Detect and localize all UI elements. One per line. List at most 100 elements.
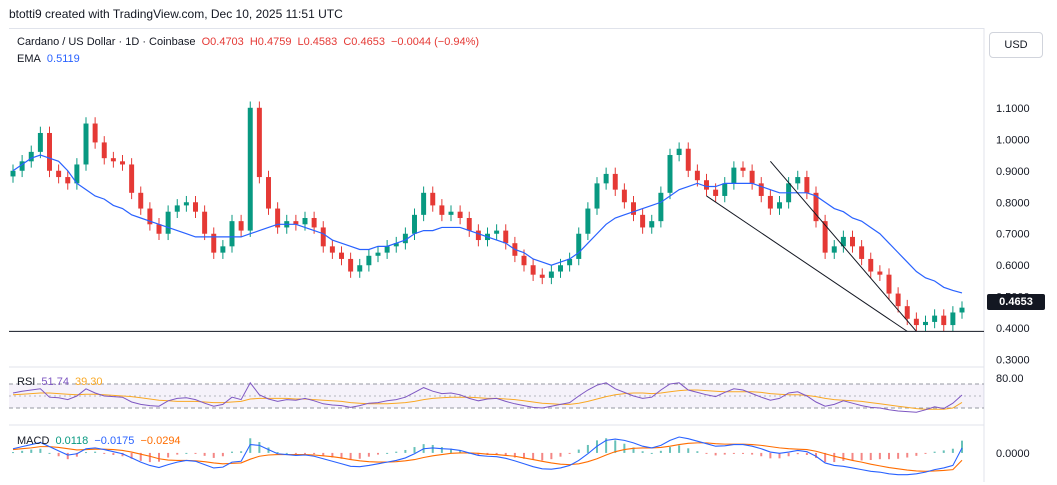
- macd-histogram-bar: [285, 452, 288, 454]
- chart-frame[interactable]: [9, 28, 984, 483]
- price-candle: [895, 293, 901, 307]
- macd-histogram-bar: [650, 452, 653, 454]
- macd-histogram-bar: [48, 452, 51, 454]
- macd-histogram-bar: [687, 448, 690, 453]
- macd-histogram-bar: [869, 452, 872, 461]
- macd-histogram-bar: [367, 452, 370, 457]
- price-candle: [804, 177, 810, 193]
- price-candle: [868, 258, 874, 272]
- macd-histogram-bar: [349, 452, 352, 460]
- rsi-axis-tick: 80.00: [996, 373, 1024, 385]
- price-candle: [266, 177, 271, 209]
- macd-legend: MACD 0.0118 −0.0175 −0.0294: [17, 435, 184, 447]
- ema-legend: EMA 0.5119: [17, 53, 83, 65]
- macd-histogram-bar: [158, 452, 160, 462]
- price-candle: [275, 208, 281, 228]
- macd-histogram-bar: [139, 452, 142, 461]
- macd-histogram-bar: [933, 451, 936, 453]
- macd-histogram-bar: [21, 450, 24, 453]
- macd-histogram-bar: [614, 440, 617, 453]
- macd-histogram-bar: [148, 452, 151, 463]
- macd-histogram-bar: [431, 444, 434, 453]
- macd-histogram-bar: [513, 452, 516, 458]
- macd-histogram-bar: [85, 452, 87, 454]
- price-candle: [211, 233, 217, 253]
- price-candle: [567, 258, 573, 266]
- macd-histogram-bar: [39, 448, 42, 453]
- price-candle: [658, 192, 664, 222]
- macd-histogram-bar: [176, 452, 179, 455]
- macd-histogram-bar: [815, 452, 817, 458]
- rsi-value: 51.74: [41, 376, 69, 388]
- price-axis-tick: 0.8000: [996, 197, 1030, 209]
- macd-histogram-bar: [541, 452, 544, 461]
- macd-histogram-bar: [240, 451, 243, 453]
- rsi-label: RSI: [17, 376, 36, 388]
- price-candle: [311, 218, 317, 228]
- price-candle: [19, 161, 25, 171]
- macd-histogram-bar: [623, 443, 626, 453]
- ema-label: EMA: [17, 53, 41, 65]
- price-candle: [110, 158, 116, 162]
- price-candle: [384, 246, 390, 253]
- price-candle: [366, 255, 372, 266]
- price-candle: [749, 170, 755, 184]
- macd-histogram-bar: [942, 450, 945, 453]
- price-candle: [795, 177, 801, 184]
- price-candle: [320, 227, 326, 247]
- price-candle: [229, 221, 235, 247]
- price-candle: [101, 142, 107, 159]
- price-candle: [302, 218, 308, 225]
- price-candle: [631, 202, 636, 215]
- macd-histogram-bar: [833, 452, 836, 463]
- macd-histogram-bar: [212, 452, 215, 458]
- macd-histogram-bar: [121, 452, 124, 457]
- price-candle: [138, 192, 144, 209]
- macd-histogram-bar: [577, 449, 580, 453]
- price-axis-tick: 0.7000: [996, 229, 1030, 241]
- price-candle: [247, 107, 253, 231]
- macd-histogram-bar: [358, 452, 361, 459]
- channel-trendline: [706, 195, 908, 332]
- price-candle: [421, 192, 427, 215]
- macd-histogram-bar: [103, 452, 106, 454]
- macd-histogram-bar: [203, 452, 206, 456]
- rsi-legend: RSI 51.74 39.30: [17, 376, 106, 388]
- macd-histogram-bar: [605, 438, 608, 453]
- price-candle: [585, 208, 591, 234]
- macd-histogram-bar: [386, 452, 389, 454]
- macd-histogram-bar: [751, 452, 754, 455]
- price-candle: [37, 132, 43, 152]
- price-candle: [877, 271, 883, 275]
- macd-histogram-bar: [678, 445, 681, 453]
- macd-histogram-bar: [878, 452, 881, 460]
- price-candle: [923, 321, 928, 326]
- last-price-tag: 0.4653: [987, 294, 1045, 310]
- macd-histogram-bar: [805, 452, 808, 455]
- price-candle: [156, 224, 162, 234]
- macd-histogram-bar: [57, 452, 60, 457]
- macd-histogram-bar: [897, 452, 900, 459]
- price-candle: [913, 318, 919, 326]
- price-candle: [694, 170, 700, 181]
- price-candle: [92, 123, 98, 143]
- price-candle: [840, 236, 846, 247]
- price-candle: [293, 221, 299, 225]
- macd-histogram-bar: [94, 451, 97, 453]
- macd-hist-value: −0.0294: [140, 435, 181, 447]
- macd-line: [12, 436, 963, 476]
- price-candle: [83, 123, 89, 165]
- macd-histogram-bar: [313, 452, 316, 455]
- price-axis-tick: 1.0000: [996, 134, 1030, 146]
- macd-signal-value: −0.0175: [94, 435, 135, 447]
- price-candle: [904, 306, 910, 319]
- price-candle: [448, 211, 454, 215]
- macd-histogram-bar: [504, 452, 507, 456]
- macd-histogram-bar: [760, 452, 763, 457]
- macd-histogram-bar: [12, 452, 14, 454]
- macd-histogram-bar: [961, 440, 963, 453]
- price-candle: [722, 183, 728, 196]
- macd-histogram-bar: [778, 452, 781, 459]
- currency-button[interactable]: USD: [989, 32, 1043, 58]
